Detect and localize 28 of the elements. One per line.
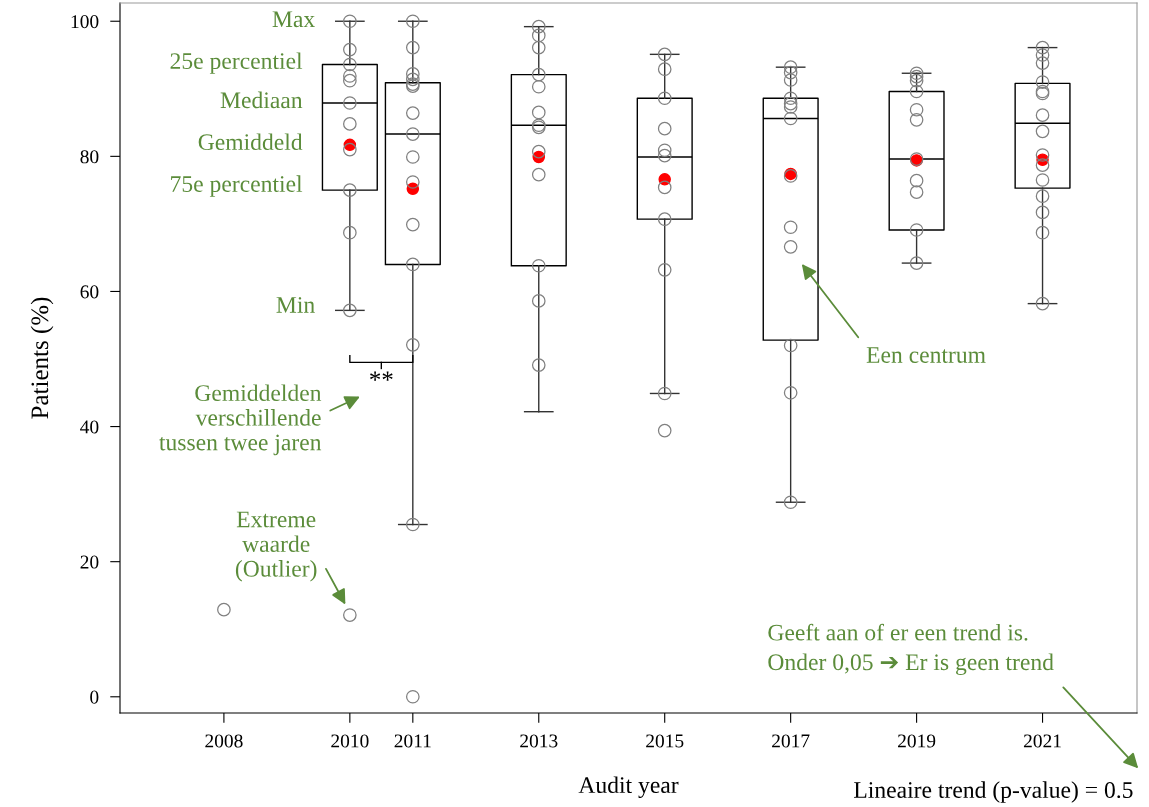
- text: Lineaire trend (p-value) = 0.5: [854, 781, 1133, 803]
- annotation: **: [370, 371, 393, 381]
- y-axis-title: Patients (%): [30, 297, 54, 419]
- y-tick-label: 40: [80, 420, 99, 434]
- y-tick-label: 100: [71, 15, 99, 29]
- x-tick-label: 2017: [772, 734, 810, 748]
- x-axis-title: Audit year: [578, 776, 679, 798]
- x-tick-label: 2011: [394, 734, 431, 748]
- annotation: 75e percentiel: [171, 175, 303, 197]
- annotation: Geeft aan of er een trend is. Onder 0,05 ➔ Er is geen trend: [768, 623, 1054, 676]
- y-tick-label: 20: [80, 555, 99, 569]
- y-tick-label: 80: [80, 150, 99, 164]
- annotation: Max: [272, 11, 315, 28]
- x-tick-label: 2013: [520, 734, 558, 748]
- y-tick-label: 0: [90, 690, 99, 704]
- annotation: Gemiddeld: [198, 133, 303, 151]
- annotation: 25e percentiel: [170, 52, 303, 74]
- annotation: Extreme waarde (Outlier): [235, 511, 317, 582]
- x-tick-label: 2021: [1023, 734, 1061, 748]
- x-tick-label: 2019: [898, 734, 936, 748]
- annotation: Min: [276, 297, 315, 313]
- y-tick-label: 60: [80, 285, 99, 299]
- x-tick-label: 2008: [205, 734, 243, 748]
- x-tick-label: 2010: [331, 734, 369, 748]
- x-tick-label: 2015: [646, 734, 684, 748]
- annotation: Gemiddelden verschillende tussen twee jaren: [159, 384, 322, 456]
- annotation: Een centrum: [866, 347, 986, 363]
- annotation: Mediaan: [220, 91, 303, 109]
